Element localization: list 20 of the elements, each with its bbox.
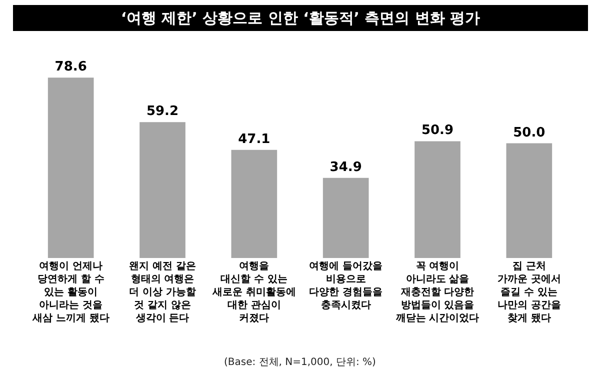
data-label: 59.2 bbox=[146, 104, 179, 120]
text: (Base: 전체, N=1,000, 단위: %) bbox=[224, 357, 376, 368]
bar bbox=[506, 143, 552, 258]
bar bbox=[414, 141, 460, 258]
x-tick-label: 여행이 언제나 당연하게 할 수 있는 활동이 아니라는 것을 새삼 느끼게 됐다 bbox=[31, 261, 110, 324]
chart-title: ‘여행 제한’ 상황으로 인한 ‘활동적’ 측면의 변화 평가 bbox=[13, 5, 588, 31]
data-label: 78.6 bbox=[54, 60, 87, 75]
data-label: 50.9 bbox=[421, 123, 454, 138]
bar bbox=[231, 150, 278, 258]
data-label: 34.9 bbox=[330, 160, 362, 175]
data-label: 47.1 bbox=[238, 132, 270, 147]
x-tick-label: 왠지 예전 같은 형태의 여행은 더 이상 가능할 것 같지 않은 생각이 든다 bbox=[129, 261, 196, 324]
x-tick-label: 여행에 들어갔을 비용으로 다양한 경험들을 충족시켰다 bbox=[309, 261, 383, 311]
x-tick-label: 집 근처 가까운 곳에서 즐길 수 있는 나만의 공간을 찾게 됐다 bbox=[497, 261, 561, 324]
bar bbox=[322, 178, 369, 258]
data-label: 50.0 bbox=[513, 125, 546, 140]
x-tick-label: 꼭 여행이 아니라도 삶을 재충전할 다양한 방법들이 있음을 깨닫는 시간이었다 bbox=[394, 261, 480, 324]
bar bbox=[140, 122, 186, 258]
x-tick-label: 여행을 대신할 수 있는 새로운 취미활동에 대한 관심이 커졌다 bbox=[211, 261, 296, 324]
bar bbox=[48, 78, 94, 258]
